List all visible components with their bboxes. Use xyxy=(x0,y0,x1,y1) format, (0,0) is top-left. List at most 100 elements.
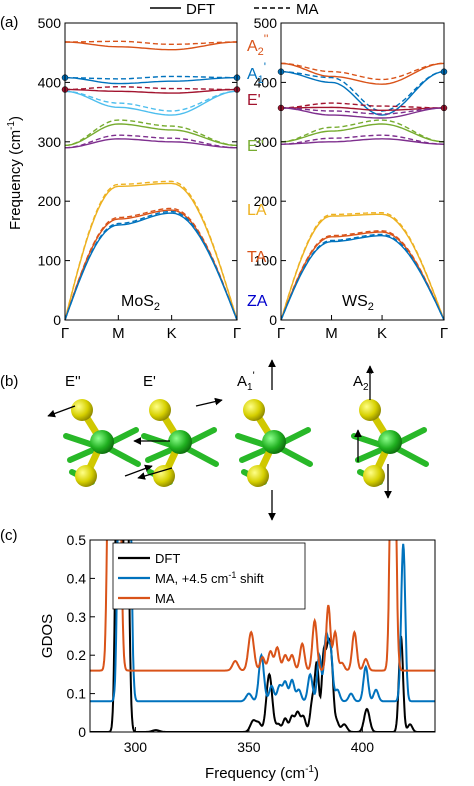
y-axis-label-mos2: Frequency (cm-1) xyxy=(6,116,24,230)
axis-ticks-ws2: 0 100 200 300 400 500 Γ M K Γ xyxy=(254,15,448,342)
gdos-series-line-2 xyxy=(90,540,435,672)
gdos-x-axis-label: Frequency (cm-1) xyxy=(205,764,319,782)
gdos-x-tick-label: 300 xyxy=(124,739,148,755)
dispersion-branch-8-ma xyxy=(64,210,238,321)
dispersion-branch-0-ma xyxy=(280,62,445,81)
k-point-label: Γ xyxy=(233,325,241,342)
vibration-mode-2: A1' xyxy=(235,359,313,521)
vibration-mode-label: A2'' xyxy=(353,370,373,393)
material-label-mos2: MoS2 xyxy=(121,293,160,313)
k-point-label: K xyxy=(167,325,177,342)
axis-ticks-mos2: 0 100 200 300 400 500 Γ M K Γ xyxy=(38,15,241,342)
sulfur-atom-bottom xyxy=(153,465,175,487)
dispersion-branch-5-dft xyxy=(281,138,445,145)
metal-atom xyxy=(90,430,114,454)
dispersion-branch-7-ma xyxy=(64,207,238,321)
dispersion-branch-4-ma xyxy=(280,119,445,143)
dispersion-branch-6-ma xyxy=(280,212,445,321)
gdos-chart: 300 350 400 0 0.1 0.2 0.3 0.4 0.5 GDOS Frequency… xyxy=(39,532,436,782)
sulfur-atom-top xyxy=(359,399,381,421)
dispersion-branch-2-ma xyxy=(65,85,237,91)
dispersion-branch-0-ma xyxy=(65,40,237,45)
vibration-mode-label: A1' xyxy=(237,370,255,393)
sulfur-atom-bottom xyxy=(247,465,269,487)
gdos-legend: DFT MA, +4.5 cm-1 shift MA xyxy=(112,542,306,610)
legend-dashed-label: MA xyxy=(296,1,319,18)
band-panel-ws2: 0 100 200 300 400 500 Γ M K Γ WS2 xyxy=(254,15,448,342)
gdos-y-tick-label: 0.5 xyxy=(67,532,87,548)
gdos-y-tick-label: 0.4 xyxy=(67,570,87,586)
dispersion-branch-7-ma xyxy=(280,230,445,321)
sulfur-atom-top xyxy=(71,399,93,421)
gdos-y-tick-label: 0.3 xyxy=(67,609,87,625)
panel-label-c: (c) xyxy=(0,527,18,544)
bond-stub-3 xyxy=(105,445,141,467)
metal-atom xyxy=(168,430,192,454)
metal-atom xyxy=(378,430,402,454)
bond-stub-3 xyxy=(277,445,313,467)
dispersion-branch-0-dft xyxy=(280,62,445,85)
bond-stub-3 xyxy=(393,445,429,467)
dispersion-branch-5-dft xyxy=(65,138,237,149)
metal-atom xyxy=(262,430,286,454)
plot-frame-mos2 xyxy=(64,22,238,321)
y-tick-label: 200 xyxy=(254,193,278,209)
k-point-label: K xyxy=(377,325,387,342)
mode-label: TA xyxy=(247,249,267,266)
vibration-mode-label: E' xyxy=(143,373,156,390)
band-lines-mos2 xyxy=(61,40,241,321)
mode-label: LA xyxy=(247,202,267,219)
gdos-y-tick-label: 0.1 xyxy=(67,686,87,702)
dispersion-branch-4-dft xyxy=(280,123,445,143)
plot-frame-ws2 xyxy=(280,22,445,321)
dispersion-branch-4-ma xyxy=(64,119,238,147)
sulfur-atom-bottom xyxy=(75,465,97,487)
k-point-label: M xyxy=(112,325,125,342)
dispersion-branch-2-dft xyxy=(281,106,445,111)
y-tick-label: 300 xyxy=(254,134,278,150)
y-tick-label: 500 xyxy=(38,15,62,31)
y-tick-label: 0 xyxy=(269,312,277,328)
dispersion-branch-3-dft xyxy=(280,107,445,119)
gdos-legend-label-1: MA, +4.5 cm-1 shift xyxy=(155,570,264,586)
dispersion-branch-1-ma xyxy=(280,71,445,112)
y-tick-label: 400 xyxy=(254,74,278,90)
gdos-frame xyxy=(89,539,436,733)
bond-stub-3 xyxy=(183,445,219,467)
dispersion-branch-1-dft xyxy=(64,76,238,85)
dispersion-branch-5-ma xyxy=(64,134,238,149)
y-tick-label: 100 xyxy=(38,253,62,269)
dispersion-branch-8-ma xyxy=(280,233,445,321)
panel-label-a: (a) xyxy=(0,14,18,31)
gdos-y-axis-label: GDOS xyxy=(39,614,56,658)
y-tick-label: 300 xyxy=(38,134,62,150)
dispersion-branch-3-ma xyxy=(280,107,445,115)
vibration-mode-1: E' xyxy=(133,373,223,487)
dispersion-branch-3-dft xyxy=(64,90,238,116)
gdos-x-tick-label: 350 xyxy=(237,739,261,755)
panel-label-b: (b) xyxy=(0,373,18,390)
vibration-mode-label: E'' xyxy=(65,373,81,390)
vibration-mode-0: E'' xyxy=(47,373,153,487)
y-tick-label: 400 xyxy=(38,74,62,90)
dispersion-branch-2-dft xyxy=(65,88,238,94)
sulfur-atom-top xyxy=(149,399,171,421)
mode-label: A1' xyxy=(247,60,266,86)
vibration-mode-3: A2'' xyxy=(351,365,429,499)
band-lines-ws2 xyxy=(277,62,448,321)
displacement-arrow-1 xyxy=(124,464,153,477)
k-point-label: Γ xyxy=(61,325,69,342)
displacement-arrow-0 xyxy=(47,405,76,418)
sulfur-atom-top xyxy=(243,399,265,421)
band-legend: DFT MA xyxy=(150,1,319,18)
gdos-legend-label-0: DFT xyxy=(155,551,180,566)
material-label-ws2: WS2 xyxy=(342,293,374,313)
displacement-arrow-2 xyxy=(137,467,173,480)
mode-label: ZA xyxy=(247,293,268,310)
y-tick-label: 100 xyxy=(254,253,278,269)
dispersion-branch-1-dft xyxy=(280,71,445,116)
gdos-legend-label-2: MA xyxy=(155,591,175,606)
sulfur-atom-bottom xyxy=(363,465,385,487)
dispersion-branch-4-dft xyxy=(64,123,238,147)
